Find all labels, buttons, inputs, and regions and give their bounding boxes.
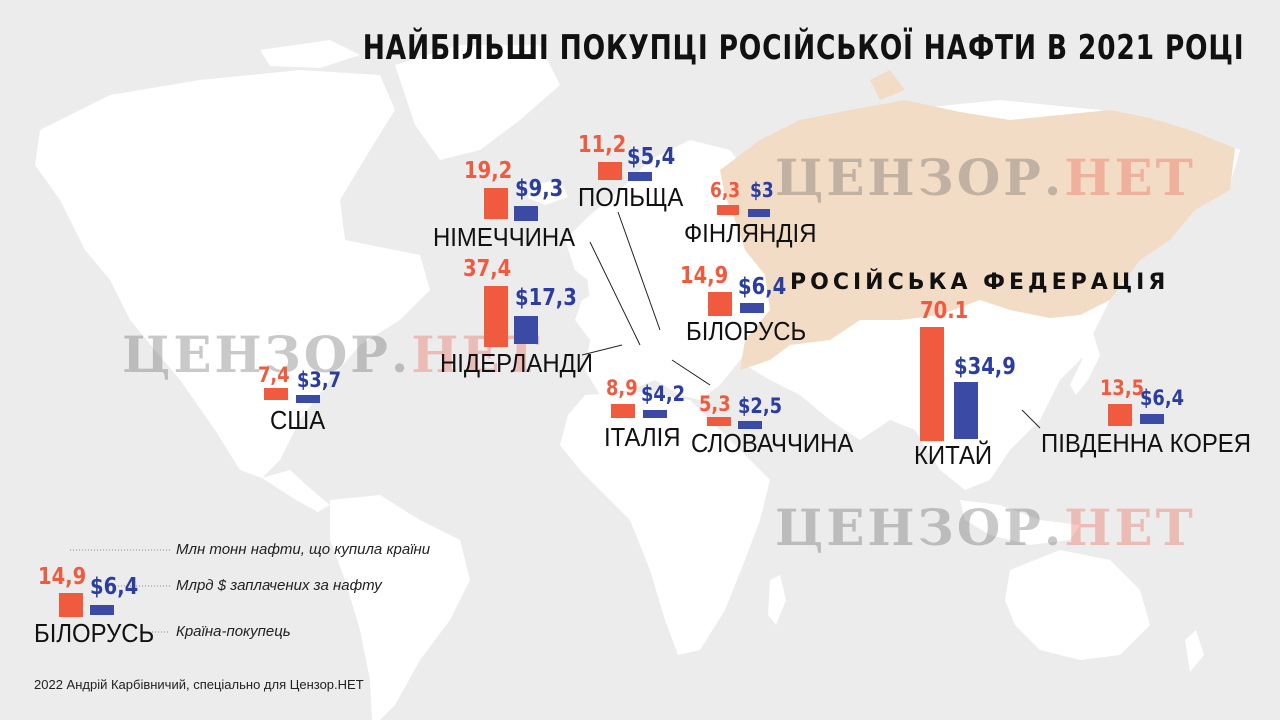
legend-tons-value: 14,9 <box>38 564 87 590</box>
watermark-part2: НЕТ <box>1064 498 1196 557</box>
legend-usd-bar <box>90 605 114 615</box>
greenland <box>395 45 560 160</box>
leader-line-netherlands <box>581 344 623 356</box>
tons-bar <box>598 162 622 180</box>
chart-title: НАЙБІЛЬШІ ПОКУПЦІ РОСІЙСЬКОЇ НАФТИ В 202… <box>362 28 1244 68</box>
russia-label: РОСІЙСЬКА ФЕДЕРАЦІЯ <box>790 270 1170 295</box>
tons-value: 19,2 <box>464 158 513 184</box>
usd-value: $5,4 <box>627 144 676 170</box>
usd-value: $3,7 <box>297 368 342 392</box>
southeast-asia-islands <box>960 500 1080 545</box>
legend-country-name: БІЛОРУСЬ <box>34 618 155 648</box>
uk-islands <box>585 250 610 300</box>
credit: 2022 Андрій Карбівничий, спеціально для … <box>34 677 364 692</box>
tons-value: 5,3 <box>699 392 731 416</box>
south-america-landmass <box>330 495 470 720</box>
usd-value: $17,3 <box>515 285 577 311</box>
leader-line-slovakia <box>671 359 711 386</box>
usd-bar <box>738 421 762 429</box>
usd-bar <box>740 303 764 313</box>
legend-leader-lines <box>70 549 170 633</box>
watermark: ЦЕНЗОР.НЕТ <box>122 325 543 384</box>
novaya-zemlya <box>870 70 905 100</box>
tons-bar <box>484 286 508 347</box>
tons-value: 37,4 <box>463 256 512 282</box>
australia-landmass <box>1005 550 1150 660</box>
legend-tons-desc: Млн тонн нафти, що купила країни <box>176 541 431 558</box>
tons-value: 7,4 <box>258 363 290 387</box>
usd-value: $3 <box>750 178 774 202</box>
arctic-islands <box>260 40 360 68</box>
country-name: ПІВДЕННА КОРЕЯ <box>1041 428 1252 458</box>
tons-bar <box>264 388 288 400</box>
tons-value: 70.1 <box>920 298 969 324</box>
leader-line-south-korea <box>1021 409 1041 429</box>
leader-lines <box>581 211 1041 429</box>
japan-islands <box>1070 330 1100 395</box>
legend-usd-value: $6,4 <box>90 574 139 600</box>
tons-value: 8,9 <box>606 376 638 400</box>
legend-tons-bar <box>59 593 83 617</box>
tons-bar <box>611 404 635 418</box>
north-america-landmass <box>35 70 430 478</box>
country-name: СЛОВАЧЧИНА <box>691 428 854 458</box>
country-name: НІМЕЧЧИНА <box>433 222 576 252</box>
usd-bar <box>296 395 320 403</box>
watermark-part1: ЦЕНЗОР. <box>775 148 1065 207</box>
usd-bar <box>628 172 652 181</box>
watermark-part1: ЦЕНЗОР. <box>122 325 412 384</box>
usd-bar <box>514 316 538 344</box>
tons-bar <box>708 292 732 316</box>
tons-bar <box>707 417 731 426</box>
usd-bar <box>1140 414 1164 424</box>
legend-usd-desc: Млрд $ заплачених за нафту <box>176 577 382 594</box>
usd-value: $34,9 <box>954 354 1016 380</box>
legend-country-desc: Країна-покупець <box>176 623 291 640</box>
usd-value: $2,5 <box>738 394 783 418</box>
country-name: НІДЕРЛАНДИ <box>440 348 594 378</box>
central-america <box>262 470 330 512</box>
country-name: ПОЛЬЩА <box>578 182 684 212</box>
tons-bar <box>920 327 944 441</box>
country-name: БІЛОРУСЬ <box>686 316 807 346</box>
country-name: ІТАЛІЯ <box>604 422 681 452</box>
usd-bar <box>954 382 978 439</box>
watermark: ЦЕНЗОР.НЕТ <box>775 148 1196 207</box>
usd-value: $9,3 <box>515 176 564 202</box>
country-name: КИТАЙ <box>914 440 993 470</box>
leader-line-poland <box>617 211 661 331</box>
tons-bar <box>1108 404 1132 426</box>
usd-bar <box>514 206 538 221</box>
usd-bar <box>643 410 667 418</box>
watermark-part1: ЦЕНЗОР. <box>775 498 1065 557</box>
tons-bar <box>717 205 739 215</box>
usd-value: $6,4 <box>1140 386 1185 410</box>
watermark-part2: НЕТ <box>1064 148 1196 207</box>
usd-bar <box>748 209 770 217</box>
leader-line-germany <box>589 241 641 346</box>
tons-value: 13,5 <box>1100 376 1145 400</box>
watermark: ЦЕНЗОР.НЕТ <box>775 498 1196 557</box>
iceland <box>528 180 568 205</box>
usd-value: $6,4 <box>738 274 787 300</box>
tons-value: 6,3 <box>710 178 741 202</box>
country-name: ФІНЛЯНДІЯ <box>684 218 817 248</box>
country-name: США <box>270 405 326 435</box>
tons-bar <box>484 188 508 219</box>
usd-value: $4,2 <box>641 382 686 406</box>
tons-value: 14,9 <box>680 263 729 289</box>
russia-territory <box>720 100 1235 370</box>
new-zealand <box>1185 630 1204 672</box>
tons-value: 11,2 <box>578 132 627 158</box>
africa-landmass <box>560 392 770 655</box>
madagascar <box>768 575 786 625</box>
